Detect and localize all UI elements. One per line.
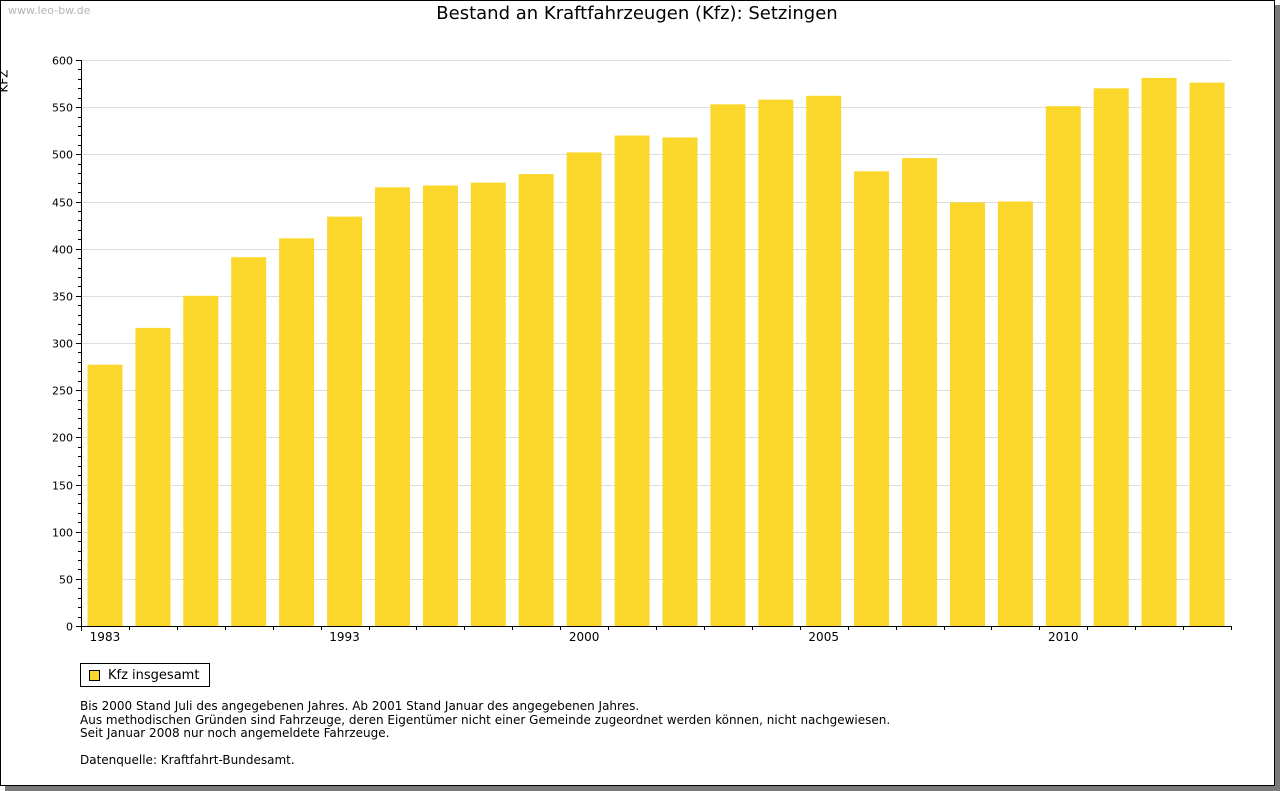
x-tick-label: 2010 [1048,630,1079,644]
legend[interactable]: Kfz insgesamt [80,663,211,687]
bar [950,202,985,626]
bar [375,187,410,627]
bar [662,137,698,626]
bar [422,185,458,626]
y-tick-label: 100 [52,527,73,540]
bar [1045,106,1081,626]
bar [614,135,650,626]
legend-label: Kfz insgesamt [108,667,200,683]
y-tick-label: 400 [52,244,73,257]
y-tick-label: 450 [52,197,73,210]
x-tick-label: 2000 [569,630,600,644]
note-line: Seit Januar 2008 nur noch angemeldete Fa… [80,726,390,740]
data-source: Datenquelle: Kraftfahrt-Bundesamt. [80,752,295,767]
bar-chart: 0 50 100 150 200 250 300 350 400 450 500 550 600 1983… [52,55,1232,644]
footnotes: Bis 2000 Stand Juli des angegebenen Jahr… [80,699,891,767]
bar [806,95,842,627]
bar [710,104,746,627]
bar [470,182,506,626]
bar [758,99,794,627]
bar [279,238,315,627]
bar [518,174,554,626]
x-tick-label: 1993 [329,630,360,644]
bar [327,216,363,626]
chart-title: Bestand an Kraftfahrzeugen (Kfz): Setzin… [436,3,838,24]
y-tick-label: 300 [52,338,73,351]
y-tick-label: 150 [52,480,73,493]
y-tick-label: 600 [52,55,73,68]
y-tick-label: 200 [52,432,73,445]
bar [902,158,938,626]
y-tick-label: 50 [59,574,73,587]
bar [997,201,1033,626]
bar [135,327,171,626]
legend-swatch [89,669,100,681]
y-tick-label: 500 [52,149,73,162]
watermark: www.leo-bw.de [8,4,91,17]
bar [1189,82,1225,627]
bar [854,171,890,627]
y-tick-label: 550 [52,102,73,115]
bar [183,295,219,626]
bar [1093,88,1129,627]
note-line: Aus methodischen Gründen sind Fahrzeuge,… [80,712,891,727]
y-tick-label: 0 [66,621,73,634]
x-tick-label: 2005 [808,630,839,644]
bar [566,152,602,626]
y-tick-label: 350 [52,291,73,304]
bar [87,364,123,626]
note-line: Bis 2000 Stand Juli des angegebenen Jahr… [80,699,640,713]
y-tick-label: 250 [52,385,73,398]
bar [231,257,267,626]
x-tick-label: 1983 [90,630,121,644]
bar [1141,77,1177,626]
